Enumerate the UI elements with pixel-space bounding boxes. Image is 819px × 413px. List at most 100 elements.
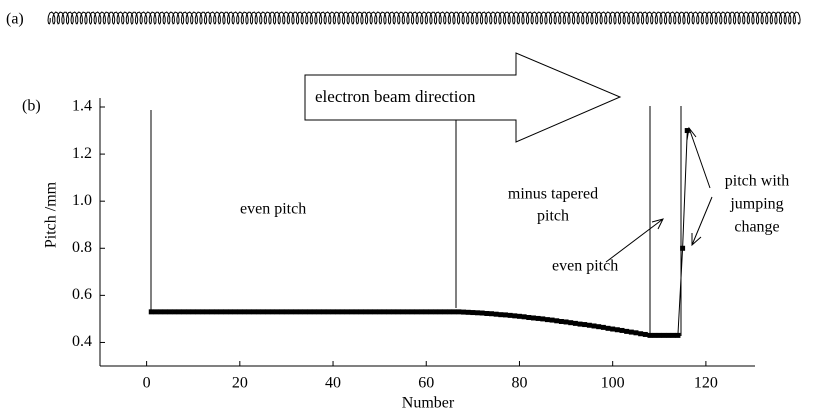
point bbox=[167, 309, 172, 314]
annotation: pitch bbox=[537, 208, 569, 225]
x-tick-label: 100 bbox=[601, 375, 625, 392]
point bbox=[359, 309, 364, 314]
point bbox=[219, 309, 224, 314]
point bbox=[363, 309, 368, 314]
point bbox=[685, 128, 690, 133]
point bbox=[522, 314, 527, 319]
point bbox=[452, 309, 457, 314]
figure: (a) (b) electron beam direction even pit… bbox=[0, 0, 819, 413]
point bbox=[414, 309, 419, 314]
point bbox=[610, 327, 615, 332]
point bbox=[466, 310, 471, 315]
y-tick-label: 0.6 bbox=[72, 286, 92, 303]
point bbox=[508, 313, 513, 318]
point bbox=[545, 317, 550, 322]
point bbox=[666, 333, 671, 338]
point bbox=[503, 312, 508, 317]
point bbox=[540, 316, 545, 321]
x-tick-label: 120 bbox=[694, 375, 718, 392]
point bbox=[568, 320, 573, 325]
x-tick-label: 60 bbox=[418, 375, 434, 392]
point bbox=[256, 309, 261, 314]
point bbox=[652, 333, 657, 338]
point bbox=[438, 309, 443, 314]
point bbox=[489, 311, 494, 316]
x-tick-label: 40 bbox=[325, 375, 341, 392]
annotation: pitch with bbox=[725, 173, 789, 190]
point bbox=[349, 309, 354, 314]
point bbox=[424, 309, 429, 314]
point bbox=[177, 309, 182, 314]
point bbox=[251, 309, 256, 314]
point bbox=[205, 309, 210, 314]
point bbox=[368, 309, 373, 314]
point bbox=[494, 312, 499, 317]
point bbox=[149, 309, 154, 314]
annotation: electron beam direction bbox=[315, 87, 476, 106]
point bbox=[279, 309, 284, 314]
y-axis-title: Pitch /mm bbox=[43, 181, 60, 248]
point bbox=[428, 309, 433, 314]
annotation: even pitch bbox=[240, 201, 306, 218]
panel-label: (b) bbox=[22, 98, 41, 115]
point bbox=[447, 309, 452, 314]
pointer-arrow bbox=[606, 219, 663, 262]
point bbox=[321, 309, 326, 314]
point bbox=[195, 309, 200, 314]
point bbox=[615, 327, 620, 332]
point bbox=[158, 309, 163, 314]
point bbox=[582, 322, 587, 327]
panel-label: (a) bbox=[6, 11, 24, 28]
point bbox=[596, 324, 601, 329]
point bbox=[620, 328, 625, 333]
point bbox=[643, 332, 648, 337]
point bbox=[228, 309, 233, 314]
point bbox=[303, 309, 308, 314]
x-tick-label: 0 bbox=[143, 375, 151, 392]
point bbox=[526, 315, 531, 320]
point bbox=[326, 309, 331, 314]
point bbox=[587, 323, 592, 328]
y-tick-label: 0.4 bbox=[72, 333, 92, 350]
point bbox=[647, 333, 652, 338]
point bbox=[419, 309, 424, 314]
point bbox=[470, 310, 475, 315]
point bbox=[153, 309, 158, 314]
point bbox=[312, 309, 317, 314]
point bbox=[345, 309, 350, 314]
point bbox=[601, 325, 606, 330]
x-tick-label: 20 bbox=[232, 375, 248, 392]
point bbox=[410, 309, 415, 314]
point bbox=[186, 309, 191, 314]
helix bbox=[48, 12, 800, 24]
point bbox=[396, 309, 401, 314]
point bbox=[536, 316, 541, 321]
point bbox=[275, 309, 280, 314]
point bbox=[265, 309, 270, 314]
point bbox=[223, 309, 228, 314]
annotation: change bbox=[734, 219, 779, 236]
point bbox=[377, 309, 382, 314]
annotation: jumping bbox=[729, 196, 783, 213]
point bbox=[317, 309, 322, 314]
point bbox=[456, 309, 461, 314]
point bbox=[564, 319, 569, 324]
point bbox=[400, 309, 405, 314]
point bbox=[181, 309, 186, 314]
point bbox=[307, 309, 312, 314]
point bbox=[638, 331, 643, 336]
point bbox=[293, 309, 298, 314]
point bbox=[284, 309, 289, 314]
point bbox=[382, 309, 387, 314]
point bbox=[331, 309, 336, 314]
point bbox=[578, 322, 583, 327]
point bbox=[629, 330, 634, 335]
point bbox=[405, 309, 410, 314]
point bbox=[247, 309, 252, 314]
point bbox=[480, 311, 485, 316]
point bbox=[163, 309, 168, 314]
point bbox=[270, 309, 275, 314]
point bbox=[200, 309, 205, 314]
point bbox=[657, 333, 662, 338]
point bbox=[214, 309, 219, 314]
